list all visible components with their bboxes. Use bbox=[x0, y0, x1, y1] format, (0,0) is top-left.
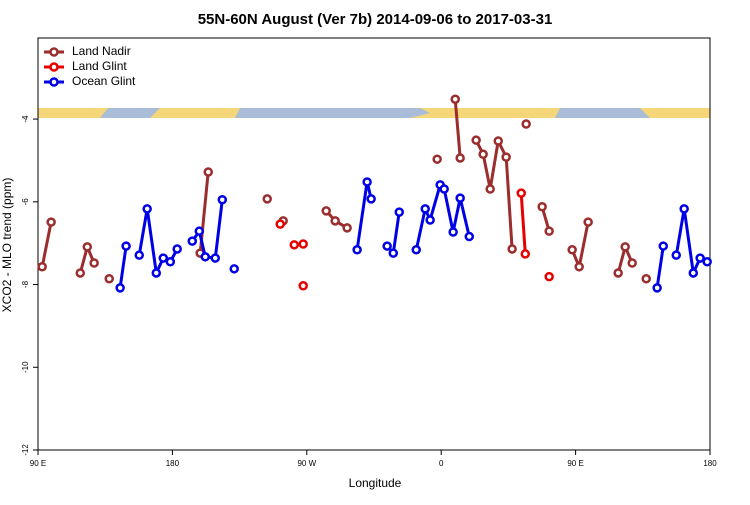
y-tick-label: -10 bbox=[21, 361, 30, 373]
x-tick-label: 90 W bbox=[297, 459, 316, 468]
data-point bbox=[229, 264, 239, 274]
plot-frame bbox=[37, 37, 711, 451]
data-point bbox=[121, 241, 131, 251]
y-tick-label: -8 bbox=[21, 280, 30, 288]
data-point bbox=[501, 152, 511, 162]
x-tick-label: 0 bbox=[439, 459, 444, 468]
data-point bbox=[115, 283, 125, 293]
data-point bbox=[158, 253, 169, 263]
data-point bbox=[262, 194, 272, 204]
data-point bbox=[388, 248, 399, 258]
data-point bbox=[658, 241, 669, 251]
data-point bbox=[82, 242, 93, 252]
data-point bbox=[613, 268, 623, 278]
data-point bbox=[275, 219, 285, 229]
legend-marker bbox=[49, 47, 59, 57]
data-point bbox=[200, 252, 211, 262]
data-point bbox=[485, 184, 495, 194]
data-point bbox=[298, 239, 308, 249]
data-point bbox=[455, 193, 465, 203]
data-point bbox=[37, 262, 47, 272]
data-point bbox=[411, 245, 422, 255]
series-line bbox=[42, 99, 646, 279]
data-point bbox=[544, 271, 554, 282]
data-point bbox=[394, 207, 404, 217]
x-tick-label: 180 bbox=[703, 459, 717, 468]
data-point bbox=[471, 135, 481, 145]
data-point bbox=[439, 184, 449, 194]
data-point bbox=[574, 262, 584, 272]
data-point bbox=[203, 167, 213, 177]
data-point bbox=[641, 273, 651, 284]
data-point bbox=[46, 217, 56, 227]
legend-label: Land Glint bbox=[72, 59, 127, 73]
data-point bbox=[544, 226, 554, 236]
legend-label: Land Nadir bbox=[72, 44, 131, 58]
data-point bbox=[194, 226, 205, 236]
data-point bbox=[516, 188, 526, 198]
y-axis-label: XCO2 - MLO trend (ppm) bbox=[0, 178, 14, 313]
data-point bbox=[342, 223, 352, 233]
data-point bbox=[420, 204, 430, 214]
legend-label: Ocean Glint bbox=[72, 74, 136, 88]
data-point bbox=[627, 258, 637, 268]
data-point bbox=[142, 204, 152, 214]
data-point bbox=[165, 257, 176, 267]
data-point bbox=[134, 250, 144, 260]
data-point bbox=[151, 268, 162, 278]
data-point bbox=[298, 281, 308, 291]
data-point bbox=[217, 194, 228, 205]
x-axis-label: Longitude bbox=[349, 476, 402, 490]
y-tick-label: -6 bbox=[21, 198, 30, 206]
data-point bbox=[321, 206, 331, 216]
data-point bbox=[567, 245, 577, 255]
data-point bbox=[210, 253, 221, 263]
data-point bbox=[362, 177, 372, 187]
data-point bbox=[520, 249, 531, 259]
data-point bbox=[382, 241, 392, 251]
legend-marker bbox=[49, 77, 59, 87]
x-tick-label: 90 E bbox=[567, 459, 583, 468]
legend-marker bbox=[49, 62, 59, 72]
data-point bbox=[289, 240, 300, 250]
data-point bbox=[688, 268, 699, 278]
data-point bbox=[702, 257, 712, 267]
data-point bbox=[583, 217, 593, 227]
chart-title: 55N-60N August (Ver 7b) 2014-09-06 to 20… bbox=[198, 11, 553, 28]
data-point bbox=[620, 242, 630, 252]
x-tick-label: 180 bbox=[166, 459, 180, 468]
data-point bbox=[366, 194, 376, 204]
data-point bbox=[172, 244, 182, 254]
data-point bbox=[507, 244, 517, 254]
data-point bbox=[679, 204, 689, 214]
data-point bbox=[652, 283, 662, 293]
data-point bbox=[537, 202, 547, 212]
data-point bbox=[478, 149, 488, 159]
data-point bbox=[104, 273, 114, 284]
y-tick-label: -12 bbox=[21, 444, 30, 456]
data-point bbox=[187, 236, 198, 246]
map-strip bbox=[38, 108, 710, 118]
data-point bbox=[671, 250, 682, 260]
y-tick-label: -4 bbox=[21, 115, 30, 123]
data-point bbox=[425, 215, 435, 225]
data-point bbox=[450, 94, 460, 104]
data-point bbox=[432, 154, 442, 164]
data-point bbox=[352, 245, 362, 255]
data-point bbox=[330, 216, 340, 226]
data-point bbox=[455, 153, 465, 163]
data-point bbox=[448, 227, 458, 237]
data-point bbox=[75, 268, 86, 278]
x-tick-label: 90 E bbox=[30, 459, 46, 468]
data-point bbox=[464, 231, 475, 242]
data-point bbox=[493, 136, 503, 146]
data-point bbox=[89, 258, 99, 268]
data-point bbox=[695, 253, 705, 263]
data-point bbox=[521, 119, 531, 129]
